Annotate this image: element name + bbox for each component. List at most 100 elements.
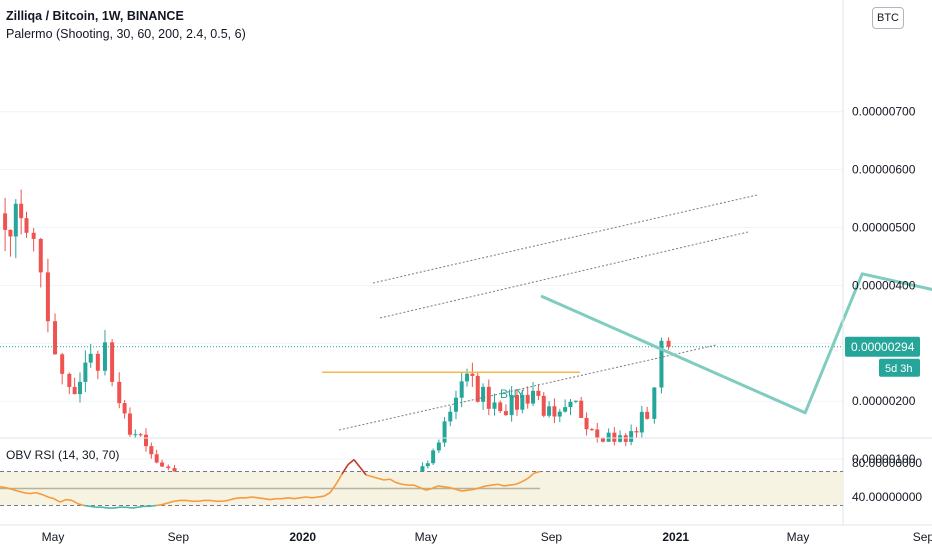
price-tick-label: 0.00000100 (852, 452, 916, 466)
obv-rsi-segment (509, 483, 517, 486)
obv-rsi-segment (413, 484, 421, 489)
candle-body (563, 407, 568, 412)
obv-rsi-segment (347, 458, 355, 466)
time-axis[interactable]: MaySep2020MaySep2021MaySep202 (0, 524, 932, 544)
candle-body (72, 386, 77, 395)
obv-rsi-segment (71, 499, 79, 505)
obv-rsi-segment (65, 498, 73, 502)
obv-rsi-segment (443, 486, 451, 489)
channel-line (379, 231, 749, 319)
candle-body (659, 340, 664, 388)
obv-rsi-segment (173, 499, 181, 503)
obv-rsi-segment (299, 496, 307, 499)
candle-body (459, 381, 464, 398)
channel-line (338, 344, 717, 431)
countdown-tag (879, 358, 920, 377)
obv-rsi-segment (479, 485, 487, 489)
candle-body (492, 402, 497, 409)
obv-rsi-segment (53, 498, 61, 503)
time-tick-label: May (787, 530, 810, 544)
obv-rsi-segment (293, 497, 301, 500)
candle-body (623, 435, 628, 442)
obv-rsi-pane: 40.00000000 80.00000000 (0, 437, 932, 509)
obv-rsi-segment (287, 497, 295, 500)
candle-body (127, 413, 132, 435)
obv-rsi-segment (491, 483, 499, 486)
obv-rsi-segment (425, 487, 433, 491)
drawing-annotations: BUY (0, 194, 932, 431)
obv-rsi-segment (269, 497, 277, 501)
candle-body (102, 342, 107, 371)
candle-body (166, 466, 171, 469)
candle-body (520, 394, 525, 410)
candle-body (31, 232, 36, 239)
candle-body (144, 434, 148, 447)
candle-body (547, 406, 552, 416)
obv-rsi-segment (197, 499, 205, 503)
obv-rsi-segment (533, 470, 541, 474)
candle-body (19, 203, 24, 219)
candle-body (503, 411, 508, 416)
candle-body (83, 362, 88, 382)
candle-body (67, 373, 72, 387)
candle-body (552, 406, 557, 417)
obv-rsi-segment (527, 472, 535, 479)
obv-rsi-segment (209, 499, 217, 503)
candle-body (645, 411, 650, 419)
last-price-tag (845, 336, 920, 357)
candle-body (110, 342, 115, 382)
obv-rsi-segment (251, 496, 259, 499)
candle-body (431, 450, 436, 464)
candle-body (122, 403, 127, 414)
price-tick-label: 0.00000700 (852, 105, 916, 119)
obv-rsi-segment (305, 496, 313, 499)
price-tick-label: 0.00000200 (852, 394, 916, 408)
obv-rsi-segment (35, 491, 43, 496)
currency-button[interactable]: BTC (872, 7, 904, 29)
obv-tick-label: 40.00000000 (852, 490, 922, 504)
obv-rsi-segment (455, 488, 463, 492)
obv-rsi-segment (167, 500, 175, 504)
candle-body (652, 387, 657, 419)
candle-body (584, 417, 589, 430)
obv-rsi-segment (503, 484, 511, 487)
obv-rsi-segment (341, 464, 349, 475)
obv-rsi-segment (227, 497, 235, 502)
obv-rsi-segment (377, 477, 385, 481)
price-tick-label: 0.00000600 (852, 163, 916, 177)
candle-body (573, 400, 578, 402)
obv-rsi-segment (323, 492, 331, 497)
time-tick-label: Sep (168, 530, 190, 544)
obv-rsi-segment (365, 474, 373, 478)
obv-rsi-segment (281, 497, 289, 500)
candle-body (509, 394, 514, 416)
obv-rsi-legend: OBV RSI (14, 30, 70) (6, 448, 120, 462)
last-price-value: 0.00000294 (851, 340, 915, 354)
candle-body (486, 386, 491, 409)
candle-body (149, 446, 154, 455)
obv-rsi-segment (389, 478, 397, 484)
projection-path (540, 272, 932, 415)
time-tick-label: 2021 (662, 530, 689, 544)
candle-body (453, 397, 458, 412)
obv-rsi-segment (47, 496, 55, 500)
obv-rsi-segment (311, 496, 319, 499)
price-tick-label: 0.00000500 (852, 221, 916, 235)
candle-body (612, 432, 617, 442)
obv-rsi-segment (461, 489, 469, 492)
candle-body (24, 218, 29, 233)
obv-rsi-segment (89, 505, 97, 508)
obv-rsi-segment (497, 483, 505, 487)
obv-rsi-segment (17, 490, 25, 494)
candle-body (60, 354, 65, 374)
obv-rsi-segment (221, 499, 229, 503)
obv-rsi-segment (395, 481, 403, 486)
candle-body (45, 272, 50, 322)
candle-body (498, 402, 503, 412)
price-axis[interactable]: 0.000001000.000002000.000003000.00000400… (842, 0, 920, 525)
candle-body (606, 432, 611, 442)
obv-rsi-segment (431, 485, 439, 490)
candle-body (448, 411, 453, 422)
symbol-legend: Zilliqa / Bitcoin, 1W, BINANCE (6, 9, 184, 23)
